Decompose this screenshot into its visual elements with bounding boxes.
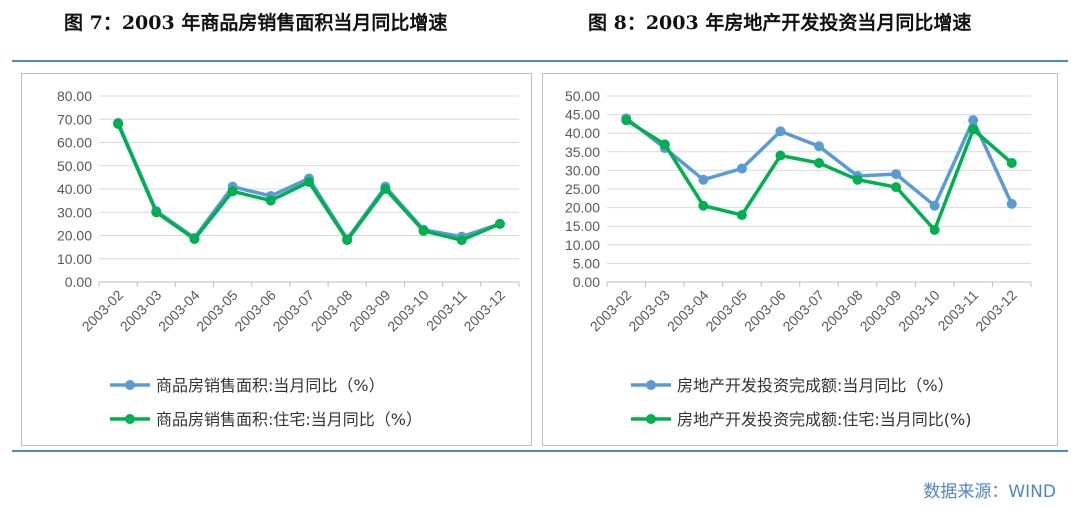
line-chart-investment: 0.00 5.00 10.00 15.00 20.00 25.00 30.00 35.00 40… (565, 88, 1032, 429)
x-tick-label: 2003-03 (625, 287, 673, 335)
y-tick-label: 20.00 (565, 200, 600, 216)
y-tick-label: 45.00 (565, 107, 600, 123)
y-tick-label: 30.00 (565, 162, 600, 178)
y-tick-label: 80.00 (57, 88, 92, 104)
y-tick-label: 40.00 (57, 181, 92, 197)
x-tick-label: 2003-09 (857, 287, 905, 335)
series-2-point (852, 174, 863, 185)
y-tick-label: 70.00 (57, 111, 92, 127)
y-tick-label: 35.00 (565, 144, 600, 160)
series-2-point (151, 207, 162, 218)
legend-label-2: 房地产开发投资完成额:住宅:当月同比(%) (677, 410, 971, 429)
series-2-point (1006, 157, 1017, 168)
bottom-divider (12, 450, 1068, 452)
series-2-point (304, 177, 314, 188)
series-2-point (968, 124, 979, 135)
x-tick-label: 2003-04 (664, 287, 712, 335)
x-tick-label: 2003-04 (155, 287, 203, 335)
chart-title-right: 图 8：2003 年房地产开发投资当月同比增速 (588, 12, 972, 34)
x-tick-label: 2003-05 (702, 287, 750, 335)
series-2-point (659, 139, 670, 150)
series-2-point (227, 186, 238, 197)
x-tick-label: 2003-02 (79, 287, 127, 335)
series-2-point (698, 200, 709, 211)
x-tick-label: 2003-07 (269, 287, 317, 335)
series-2-point (418, 225, 429, 236)
x-tick-label: 2003-12 (972, 287, 1020, 335)
y-tick-label: 0.00 (573, 274, 600, 290)
y-tick-label: 10.00 (565, 237, 600, 253)
x-tick-label: 2003-07 (779, 287, 827, 335)
chart-title-left: 图 7：2003 年商品房销售面积当月同比增速 (64, 12, 448, 34)
series-2-point (342, 235, 353, 246)
series-2-point (456, 235, 467, 246)
series-1-point (736, 163, 747, 174)
legend-marker-1 (125, 380, 135, 390)
series-2-point (494, 218, 505, 229)
series-1-point (775, 126, 786, 137)
legend-label-1: 商品房销售面积:当月同比（%） (156, 376, 385, 395)
legend-marker-1 (646, 380, 656, 390)
y-tick-label: 60.00 (57, 135, 92, 151)
y-tick-label: 10.00 (57, 251, 92, 267)
y-tick-label: 40.00 (565, 125, 600, 141)
y-tick-label: 0.00 (65, 274, 92, 290)
series-2-point (929, 224, 940, 235)
data-source-note: 数据来源：WIND (923, 482, 1056, 502)
x-tick-label: 2003-12 (460, 287, 508, 335)
legend-label-1: 房地产开发投资完成额:当月同比（%） (677, 376, 954, 395)
x-tick-label: 2003-10 (384, 287, 432, 335)
series-1-point (1006, 198, 1017, 209)
x-tick-label: 2003-05 (193, 287, 241, 335)
series-1-point (698, 174, 709, 185)
x-tick-label: 2003-09 (346, 287, 394, 335)
x-tick-label: 2003-03 (117, 287, 165, 335)
series-1-point (929, 200, 940, 211)
series-2-point (775, 150, 786, 161)
y-tick-label: 15.00 (565, 218, 600, 234)
y-tick-label: 30.00 (57, 204, 92, 220)
chart-panel-investment: 0.00 5.00 10.00 15.00 20.00 25.00 30.00 35.00 40… (542, 73, 1058, 446)
series-1-point (968, 115, 979, 126)
legend-marker-2 (125, 414, 135, 424)
y-tick-label: 20.00 (57, 228, 92, 244)
series-2-point (621, 115, 632, 126)
x-tick-label: 2003-06 (231, 287, 279, 335)
series-2-point (113, 118, 124, 129)
series-2-point (814, 157, 824, 168)
x-tick-label: 2003-08 (308, 287, 356, 335)
series-2-point (189, 233, 200, 244)
y-tick-label: 25.00 (565, 181, 600, 197)
x-tick-label: 2003-10 (895, 287, 943, 335)
y-tick-label: 5.00 (573, 255, 600, 271)
x-tick-label: 2003-02 (587, 287, 635, 335)
x-tick-label: 2003-08 (818, 287, 866, 335)
series-1-point (814, 141, 824, 152)
x-tick-label: 2003-06 (741, 287, 789, 335)
line-chart-sales-area: 0.00 10.00 20.00 30.00 40.00 50.00 60.00 70.00 8… (57, 88, 520, 429)
legend-marker-2 (646, 414, 656, 424)
series-line-2 (624, 118, 1014, 232)
series-2-point (891, 182, 902, 193)
series-1-point (891, 169, 902, 180)
y-tick-label: 50.00 (565, 88, 600, 104)
series-2-point (736, 210, 747, 221)
series-2-point (380, 184, 391, 194)
series-2-point (265, 195, 276, 206)
legend-label-2: 商品房销售面积:住宅:当月同比（%） (156, 410, 422, 429)
y-tick-label: 50.00 (57, 158, 92, 174)
chart-panel-sales-area: 0.00 10.00 20.00 30.00 40.00 50.00 60.00 70.00 8… (21, 73, 532, 446)
top-divider (12, 60, 1068, 62)
